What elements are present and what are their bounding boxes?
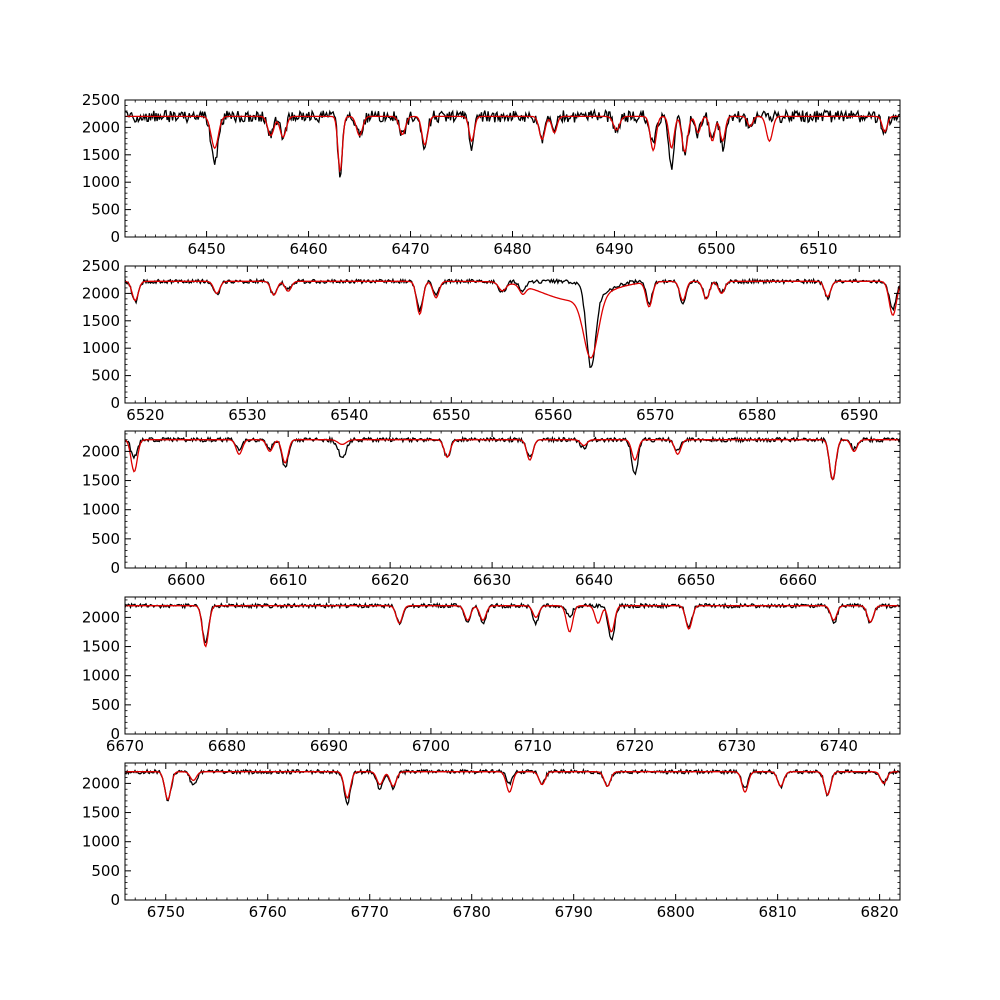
y-tick-label: 1000 [82, 501, 120, 519]
x-tick-label: 6540 [330, 406, 368, 424]
x-tick-label: 6680 [208, 737, 246, 755]
y-tick-label: 1500 [82, 312, 120, 330]
spectrum-panel-3: 6600 6610 6620 6630 6640 6650 6660 0 500 1000 1500… [82, 430, 901, 589]
spectrum-panel-4: 6670 6680 6690 6700 6710 6720 6730 6740 0 500 1000… [82, 596, 901, 755]
spectrum-panel-2: 6520 6530 6540 6550 6560 6570 6580 6590 0 500 1000… [82, 257, 901, 424]
observed-spectrum-line [125, 108, 900, 178]
y-tick-label: 0 [110, 228, 120, 246]
x-tick-label: 6670 [106, 737, 144, 755]
x-tick-label: 6580 [738, 406, 776, 424]
x-tick-label: 6790 [555, 903, 593, 921]
x-tick-label: 6480 [493, 240, 531, 258]
x-tick-label: 6490 [595, 240, 633, 258]
spectrum-panel-1: 6450 6460 6470 6480 6490 6500 6510 0 500 1000 1500… [82, 91, 901, 258]
x-tick-label: 6740 [820, 737, 858, 755]
y-tick-label: 1500 [82, 804, 120, 822]
axes-frame [124, 265, 901, 404]
y-tick-label: 500 [91, 530, 120, 548]
y-tick-label: 1000 [82, 833, 120, 851]
y-tick-label: 0 [110, 394, 120, 412]
axes-frame [124, 596, 901, 735]
y-tick-label: 1000 [82, 173, 120, 191]
y-tick-label: 2000 [82, 118, 120, 136]
y-tick-label: 2000 [82, 284, 120, 302]
y-tick-label: 1000 [82, 339, 120, 357]
spectrum-panel-5: 6750 6760 6770 6780 6790 6800 6810 6820 0 500 1000… [82, 762, 901, 921]
x-tick-label: 6760 [249, 903, 287, 921]
x-tick-label: 6640 [575, 571, 613, 589]
x-tick-label: 6690 [310, 737, 348, 755]
y-tick-label: 1500 [82, 472, 120, 490]
x-tick-label: 6710 [514, 737, 552, 755]
y-tick-label: 0 [110, 559, 120, 577]
y-tick-label: 1500 [82, 146, 120, 164]
x-tick-label: 6820 [861, 903, 899, 921]
y-tick-label: 500 [91, 696, 120, 714]
y-tick-label: 0 [110, 891, 120, 909]
y-tick-label: 2500 [82, 91, 120, 109]
model-spectrum-line [125, 115, 900, 173]
model-spectrum-line [125, 280, 900, 359]
x-tick-label: 6620 [371, 571, 409, 589]
x-tick-label: 6720 [616, 737, 654, 755]
x-tick-label: 6550 [432, 406, 470, 424]
model-spectrum-line [125, 771, 900, 801]
y-tick-label: 1500 [82, 638, 120, 656]
y-tick-label: 500 [91, 862, 120, 880]
x-tick-label: 6450 [187, 240, 225, 258]
y-tick-label: 2500 [82, 257, 120, 275]
y-tick-label: 2000 [82, 774, 120, 792]
y-tick-label: 500 [91, 201, 120, 219]
x-tick-label: 6470 [391, 240, 429, 258]
x-tick-label: 6530 [228, 406, 266, 424]
x-tick-label: 6660 [779, 571, 817, 589]
y-tick-label: 500 [91, 367, 120, 385]
x-tick-label: 6600 [167, 571, 205, 589]
y-tick-label: 2000 [82, 442, 120, 460]
x-tick-label: 6810 [759, 903, 797, 921]
x-tick-label: 6520 [126, 406, 164, 424]
y-tick-label: 2000 [82, 608, 120, 626]
y-tick-label: 0 [110, 725, 120, 743]
x-tick-label: 6780 [453, 903, 491, 921]
x-tick-label: 6630 [473, 571, 511, 589]
x-tick-label: 6750 [147, 903, 185, 921]
x-tick-label: 6700 [412, 737, 450, 755]
model-spectrum-line [125, 605, 900, 648]
x-tick-label: 6510 [799, 240, 837, 258]
axes-frame [124, 762, 901, 901]
x-tick-label: 6610 [269, 571, 307, 589]
x-tick-label: 6590 [840, 406, 878, 424]
x-tick-label: 6800 [657, 903, 695, 921]
x-tick-label: 6460 [289, 240, 327, 258]
y-tick-label: 1000 [82, 667, 120, 685]
axes-frame [124, 99, 901, 238]
model-spectrum-line [125, 439, 900, 481]
x-tick-label: 6650 [677, 571, 715, 589]
x-tick-label: 6570 [636, 406, 674, 424]
x-tick-label: 6560 [534, 406, 572, 424]
x-tick-label: 6500 [697, 240, 735, 258]
x-tick-label: 6730 [718, 737, 756, 755]
axes-frame [124, 430, 901, 569]
x-tick-label: 6770 [351, 903, 389, 921]
